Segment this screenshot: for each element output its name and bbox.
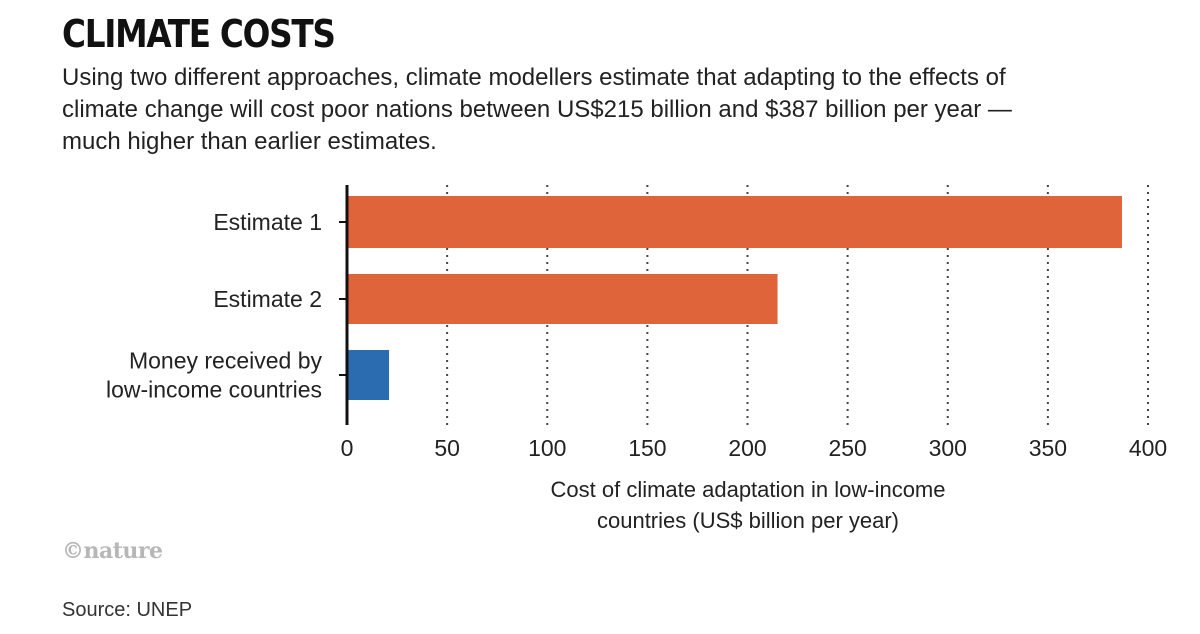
x-axis-label-line-1: Cost of climate adaptation in low-income [551, 477, 946, 502]
category-label-3: Money received by low-income countries [106, 348, 323, 403]
x-tick-label-350: 350 [1029, 435, 1067, 461]
bar-1 [347, 196, 1122, 248]
x-tick-labels: 0 50 100 150 200 250 300 350 400 [341, 435, 1168, 461]
chart-title: CLIMATE COSTS [62, 12, 336, 56]
x-tick-label-100: 100 [528, 435, 566, 461]
bar-3 [347, 350, 390, 400]
category-label-2: Estimate 2 [213, 286, 322, 312]
x-tick-label-200: 200 [728, 435, 766, 461]
x-tick-label-50: 50 [434, 435, 460, 461]
bar-2 [347, 274, 778, 324]
x-tick-label-400: 400 [1129, 435, 1167, 461]
bar-chart: Estimate 1 Estimate 2 Money received by low… [106, 185, 1168, 533]
category-labels: Estimate 1 Estimate 2 Money received by low… [106, 209, 323, 403]
x-tick-label-300: 300 [929, 435, 967, 461]
x-tick-label-150: 150 [628, 435, 666, 461]
chart-subtitle: Using two different approaches, climate … [62, 64, 1012, 155]
nature-credit: ©nature [62, 538, 163, 564]
category-label-1: Estimate 1 [213, 209, 322, 235]
x-tick-label-250: 250 [828, 435, 866, 461]
x-tick-label-0: 0 [341, 435, 354, 461]
x-axis-label-line-2: countries (US$ billion per year) [597, 508, 899, 533]
bars [339, 196, 1122, 400]
source-note: Source: UNEP [62, 599, 193, 621]
